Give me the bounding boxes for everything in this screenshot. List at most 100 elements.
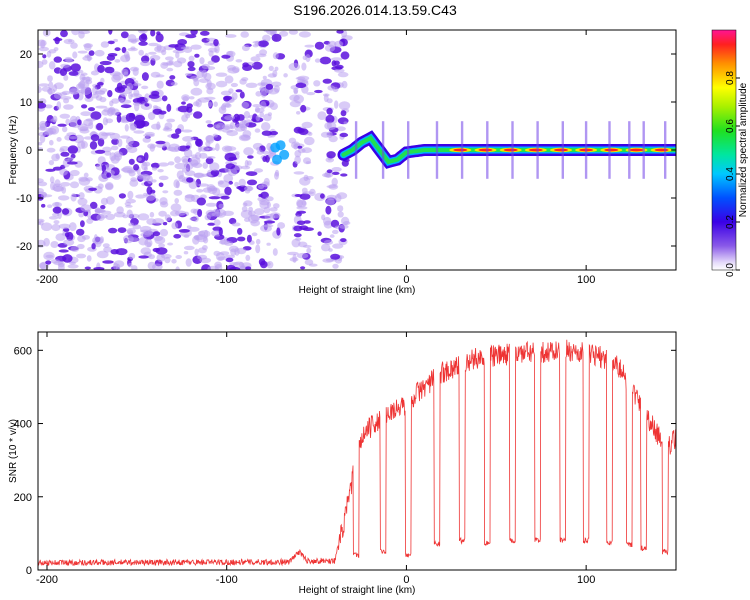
noise-blob (313, 80, 321, 87)
ytick-label: 600 (14, 345, 32, 357)
noise-blob (260, 224, 272, 232)
noise-blob (219, 251, 230, 256)
noise-blob (243, 111, 251, 119)
spectral-spike (460, 121, 464, 179)
noise-blob (126, 169, 135, 174)
spectral-spike (584, 121, 588, 179)
noise-blob (84, 266, 92, 270)
noise-blob (54, 36, 60, 45)
noise-blob (309, 188, 316, 197)
noise-blob (51, 223, 61, 232)
noise-blob (132, 102, 142, 106)
noise-blob (215, 80, 228, 88)
noise-blob (114, 47, 121, 52)
noise-blob (38, 102, 47, 109)
spectral-spike (407, 121, 410, 179)
noise-blob (244, 186, 254, 192)
noise-blob (42, 54, 47, 59)
noise-blob (104, 66, 115, 74)
noise-blob (158, 162, 170, 167)
noise-blob (77, 119, 82, 126)
ridge-core-red (554, 148, 568, 152)
noise-blob (145, 192, 156, 201)
noise-blob (337, 71, 349, 78)
noise-blob (196, 234, 208, 243)
noise-blob (265, 196, 274, 202)
noise-blob (207, 101, 213, 108)
noise-blob (133, 130, 145, 134)
noise-blob (142, 161, 151, 167)
noise-blob (80, 111, 92, 117)
noise-blob (207, 47, 218, 53)
noise-blob (64, 232, 70, 238)
noise-blob (331, 167, 342, 172)
noise-blob (271, 81, 282, 87)
noise-blob (38, 86, 42, 94)
noise-blob (101, 164, 106, 173)
ridge-core-red (528, 148, 543, 152)
noise-blob (78, 211, 85, 218)
noise-blob (343, 121, 348, 125)
signal-cluster (272, 154, 282, 165)
noise-blob (206, 156, 216, 159)
noise-blob (225, 163, 236, 170)
noise-blob (186, 225, 192, 229)
snr-line-group (38, 339, 676, 567)
noise-blob (301, 121, 313, 129)
noise-blob (205, 135, 215, 142)
noise-blob (115, 248, 128, 256)
noise-blob (128, 222, 134, 227)
noise-blob (159, 228, 169, 237)
noise-blob (177, 39, 187, 46)
noise-blob (41, 222, 53, 231)
noise-blob (113, 260, 125, 268)
noise-blob (320, 193, 325, 199)
noise-blob (142, 137, 151, 143)
spectral-spike (628, 121, 631, 179)
spectral-spike (381, 121, 385, 179)
noise-blob (326, 194, 338, 200)
noise-blob (173, 234, 182, 239)
noise-blob (65, 118, 71, 126)
noise-blob (48, 160, 55, 166)
noise-blob (325, 114, 335, 124)
colorbar-tick-label: 0.0 (725, 263, 736, 277)
noise-blob (88, 122, 94, 130)
noise-blob (201, 63, 210, 70)
noise-blob (125, 198, 136, 204)
noise-blob (64, 56, 73, 63)
noise-blob (97, 183, 104, 189)
noise-blob (148, 94, 160, 99)
noise-blob (294, 155, 301, 165)
noise-blob (83, 136, 93, 140)
snr-ticks: -200 -100 0 100 0 200 400 600 (14, 332, 676, 586)
noise-blob (184, 170, 196, 177)
noise-blob (293, 225, 303, 232)
noise-blob (276, 227, 281, 236)
noise-blob (39, 262, 46, 269)
noise-blob (72, 51, 78, 59)
noise-blob (188, 226, 200, 232)
colorbar-tick-label: 0.6 (725, 119, 736, 133)
noise-blob (83, 172, 89, 178)
noise-blob (58, 263, 65, 270)
noise-blob (92, 86, 98, 95)
noise-blob (194, 248, 199, 256)
noise-blob (170, 82, 178, 86)
noise-blob (69, 222, 77, 232)
noise-blob (317, 231, 322, 236)
noise-blob (134, 119, 146, 129)
noise-blob (148, 51, 157, 55)
noise-blob (77, 50, 88, 54)
noise-blob (314, 41, 325, 50)
noise-blob (45, 168, 56, 172)
noise-blob (218, 106, 227, 115)
noise-blob (96, 214, 105, 221)
noise-blob (100, 210, 112, 215)
xtick-label: -100 (216, 274, 238, 286)
noise-blob (222, 129, 234, 133)
noise-blob (215, 72, 228, 77)
noise-blob (337, 205, 344, 212)
noise-blob (272, 248, 278, 256)
noise-blob (166, 103, 172, 112)
